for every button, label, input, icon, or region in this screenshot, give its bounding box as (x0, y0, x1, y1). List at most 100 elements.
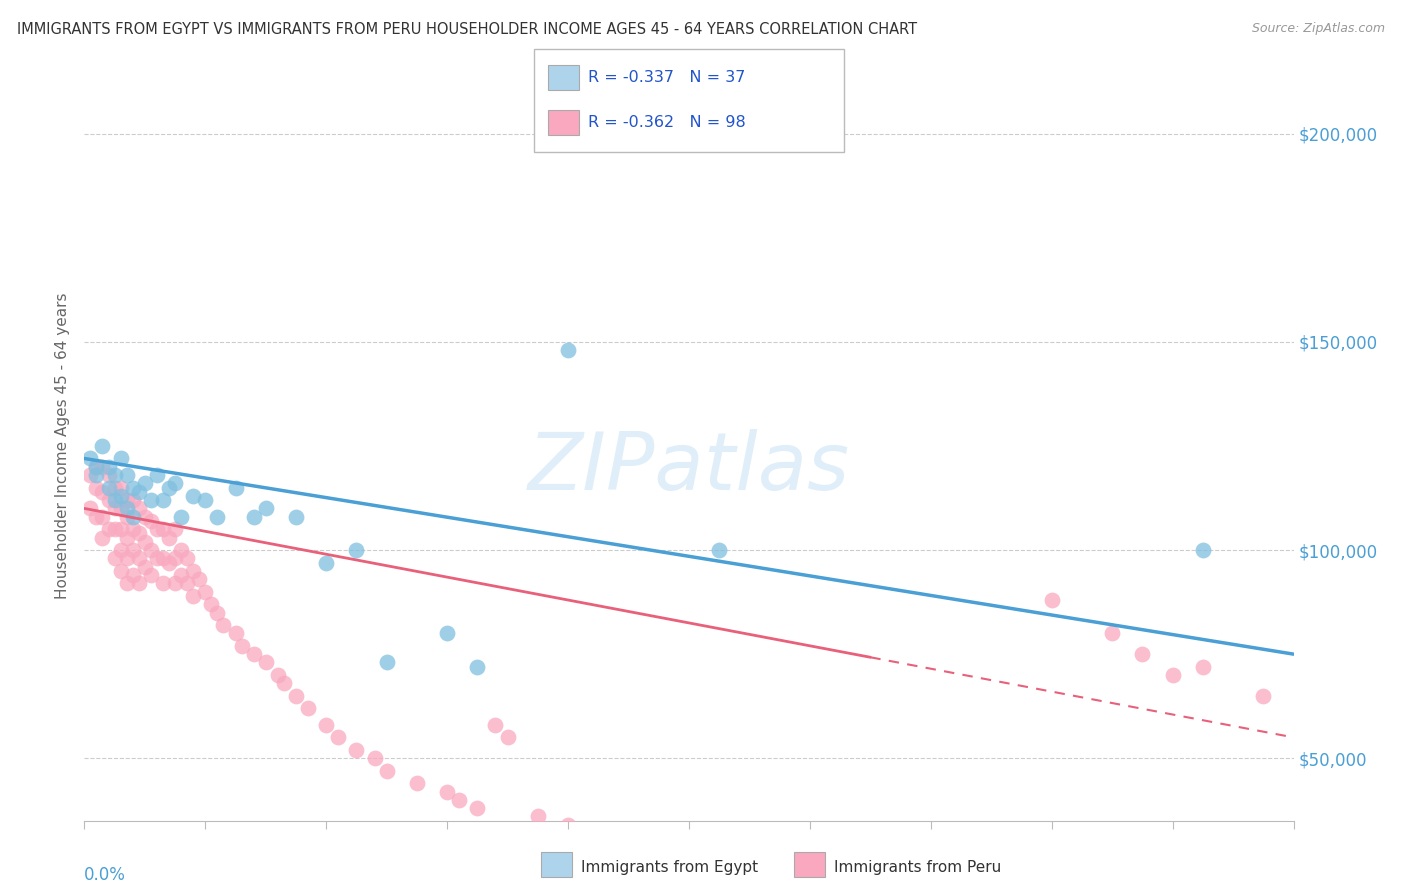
Point (1040, 593, 1063, 607)
Point (194, 584, 217, 599)
Point (79, 501, 101, 516)
Point (128, 576, 150, 591)
Point (152, 551, 174, 566)
Point (212, 618, 235, 632)
Point (104, 493, 127, 508)
Point (194, 493, 217, 508)
Point (134, 476, 156, 491)
Point (165, 551, 187, 566)
Point (91, 439, 114, 453)
Point (79, 468, 101, 483)
Point (617, 834, 640, 848)
Point (1192, 543, 1215, 558)
Point (139, 568, 162, 582)
Point (121, 493, 143, 508)
Point (170, 509, 193, 524)
Point (181, 564, 204, 578)
Point (678, 851, 700, 865)
Point (110, 522, 132, 536)
Point (110, 481, 132, 495)
Point (1130, 647, 1153, 661)
Point (165, 476, 187, 491)
Y-axis label: Householder Income Ages 45 - 64 years: Householder Income Ages 45 - 64 years (55, 293, 70, 599)
Point (152, 576, 174, 591)
Point (115, 468, 138, 483)
Point (104, 468, 127, 483)
Point (181, 589, 204, 603)
Point (648, 843, 671, 857)
Point (97, 481, 120, 495)
Point (375, 656, 398, 670)
Point (115, 531, 138, 545)
Point (110, 451, 132, 466)
Point (799, 876, 821, 890)
Point (467, 659, 489, 673)
Point (139, 493, 162, 508)
Point (285, 509, 308, 524)
Point (115, 551, 138, 566)
Text: IMMIGRANTS FROM EGYPT VS IMMIGRANTS FROM PERU HOUSEHOLDER INCOME AGES 45 - 64 YE: IMMIGRANTS FROM EGYPT VS IMMIGRANTS FROM… (17, 22, 917, 37)
Point (146, 468, 169, 483)
Point (267, 668, 290, 682)
Text: R = -0.362   N = 98: R = -0.362 N = 98 (588, 115, 745, 129)
Point (86, 459, 108, 474)
Text: ZIPatlas: ZIPatlas (527, 429, 851, 508)
Point (165, 522, 187, 536)
Point (115, 576, 138, 591)
Point (91, 459, 114, 474)
Point (121, 481, 143, 495)
Point (170, 543, 193, 558)
Point (91, 531, 114, 545)
Point (738, 863, 761, 878)
Point (225, 626, 247, 640)
Point (134, 509, 156, 524)
Point (146, 551, 169, 566)
Point (157, 556, 180, 570)
Point (165, 576, 187, 591)
Point (86, 468, 108, 483)
Point (285, 689, 308, 703)
Point (91, 509, 114, 524)
Point (152, 522, 174, 536)
Point (225, 481, 247, 495)
Point (104, 501, 127, 516)
Point (709, 543, 731, 558)
Point (207, 509, 229, 524)
Point (97, 522, 120, 536)
Point (254, 501, 277, 516)
Point (128, 526, 150, 541)
Point (200, 597, 222, 611)
Point (128, 551, 150, 566)
Point (157, 531, 180, 545)
Point (484, 718, 506, 732)
Point (86, 509, 108, 524)
Text: Immigrants from Peru: Immigrants from Peru (834, 860, 1001, 874)
Point (134, 534, 156, 549)
Point (436, 626, 458, 640)
Point (557, 818, 579, 832)
Point (139, 514, 162, 528)
Point (231, 639, 253, 653)
Point (115, 493, 138, 508)
Point (97, 493, 120, 508)
Point (91, 484, 114, 499)
Point (273, 676, 295, 690)
Point (709, 855, 731, 870)
Point (449, 793, 471, 807)
Point (134, 559, 156, 574)
Point (110, 543, 132, 558)
Point (97, 468, 120, 483)
Point (110, 489, 132, 503)
Point (207, 606, 229, 620)
Point (346, 743, 368, 757)
Point (79, 451, 101, 466)
Point (346, 543, 368, 558)
Point (859, 884, 882, 892)
Point (176, 551, 198, 566)
Text: 0.0%: 0.0% (84, 865, 127, 884)
Text: Immigrants from Egypt: Immigrants from Egypt (581, 860, 758, 874)
Point (242, 509, 264, 524)
Point (115, 501, 138, 516)
Point (1253, 689, 1275, 703)
Point (1192, 659, 1215, 673)
